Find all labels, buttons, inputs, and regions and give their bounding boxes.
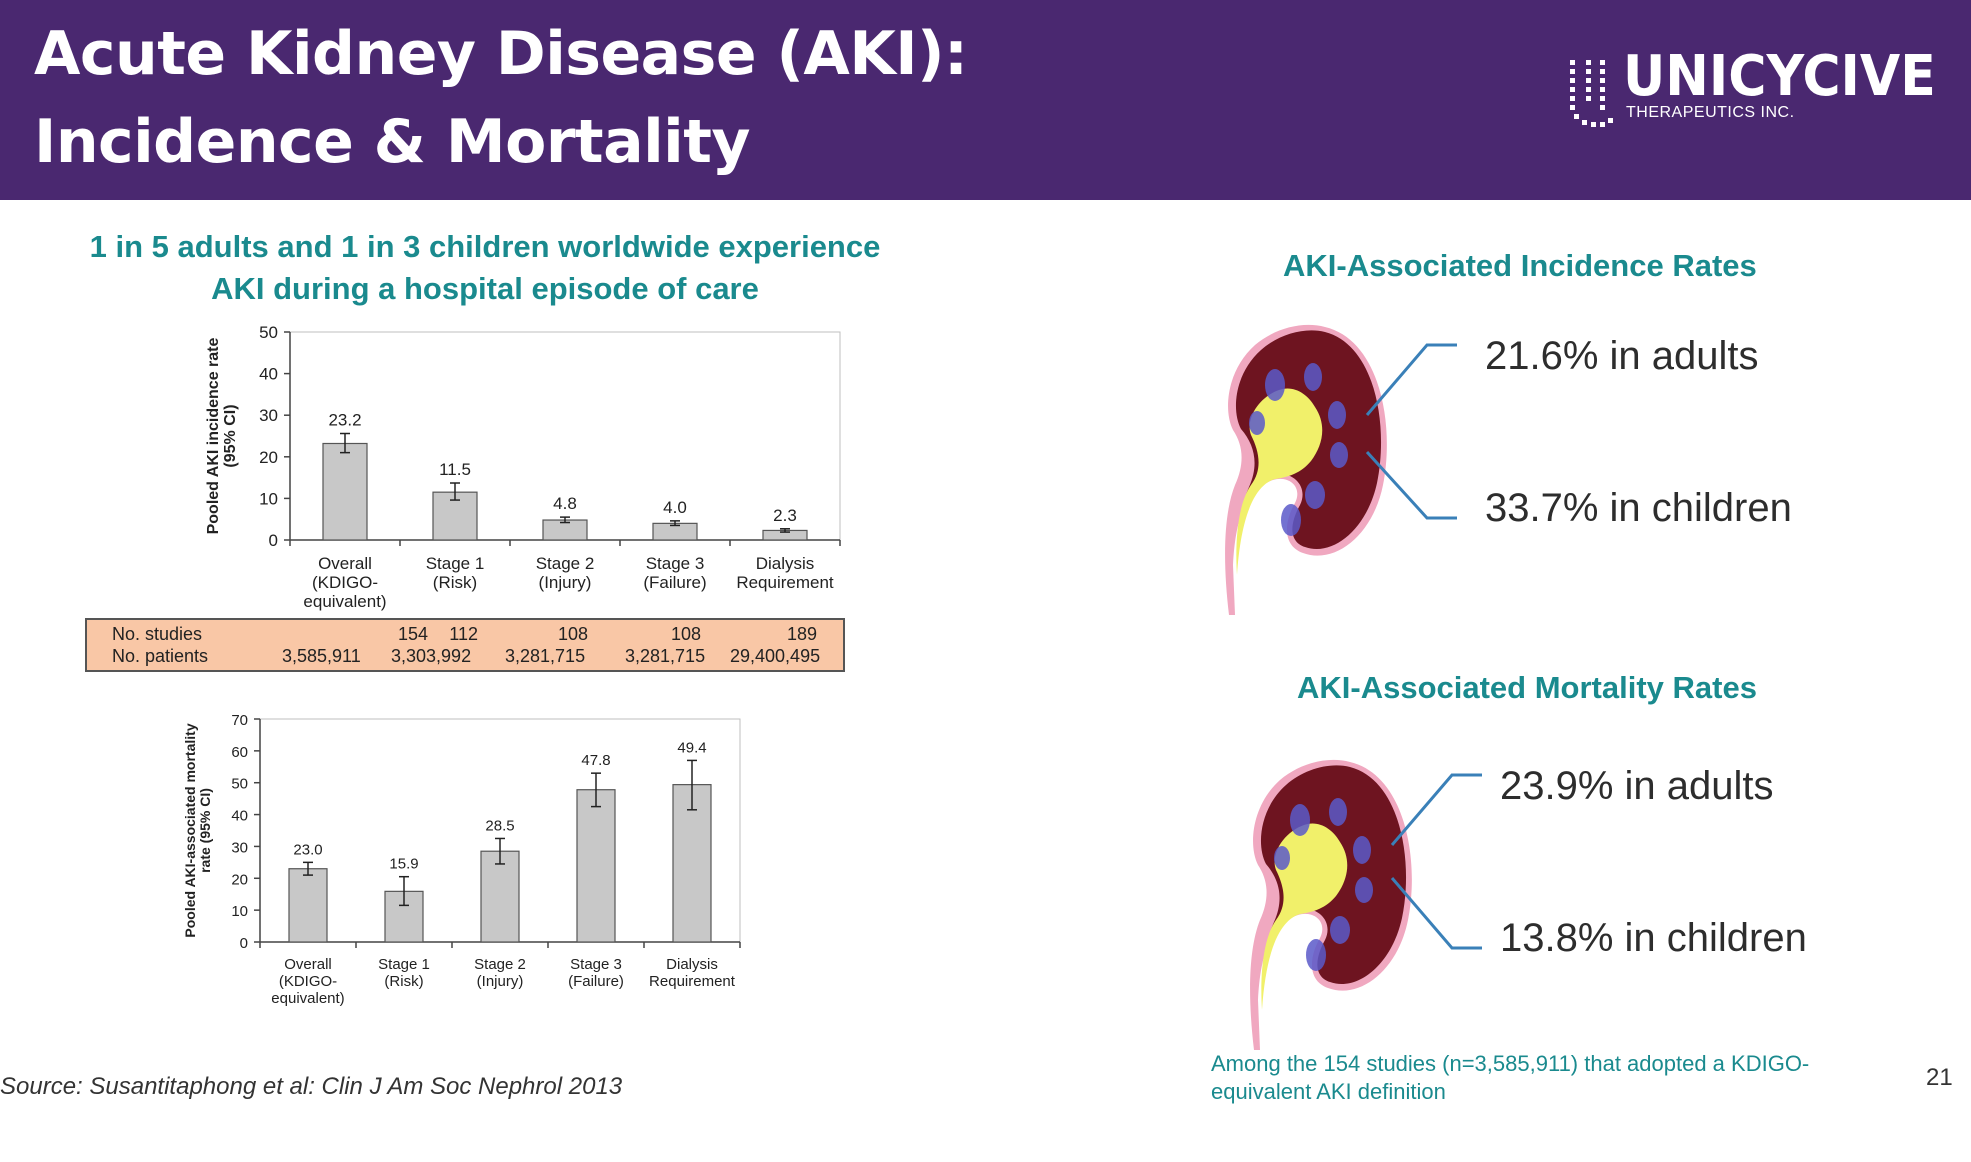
data-label: 23.2 [328, 411, 361, 430]
x-tick-label: Overall [284, 956, 332, 973]
x-tick-label: (Risk) [433, 573, 477, 592]
bar [576, 789, 616, 943]
y-tick-label: 10 [259, 489, 278, 508]
y-tick-label: 50 [231, 776, 248, 793]
data-label: 49.4 [677, 739, 706, 756]
incidence-children: 33.7% in children [1485, 486, 1792, 530]
mortality-title: AKI-Associated Mortality Rates [1297, 670, 1757, 705]
y-tick-label: 40 [231, 808, 248, 825]
studies-cell: 189 [786, 624, 817, 644]
x-tick-label: Stage 1 [378, 956, 430, 973]
y-tick-label: 30 [259, 406, 278, 425]
x-tick-label: Requirement [649, 973, 736, 990]
y-tick-label: 10 [231, 903, 248, 920]
x-tick-label: Overall [318, 554, 372, 573]
studies-cell: 108 [557, 624, 588, 644]
mortality-adults: 23.9% in adults [1500, 764, 1774, 808]
x-tick-label: Stage 2 [536, 554, 595, 573]
bar [480, 850, 520, 943]
patients-cell: 3,303,992 [391, 646, 472, 666]
x-tick-label: Requirement [736, 573, 834, 592]
x-tick-label: (Risk) [384, 973, 423, 990]
y-tick-label: 0 [240, 935, 248, 952]
data-label: 2.3 [773, 506, 797, 525]
kidney-icon [1225, 324, 1387, 615]
table-row: No. studies 154 112 108 108 189 [87, 624, 843, 646]
data-label: 4.8 [553, 494, 577, 513]
y-tick-label: 20 [231, 871, 248, 888]
x-tick-label: Stage 3 [570, 956, 622, 973]
y-tick-label: 20 [259, 448, 278, 467]
data-label: 11.5 [439, 460, 471, 479]
x-tick-label: (Failure) [643, 573, 706, 592]
x-tick-label: (Injury) [477, 973, 524, 990]
x-tick-label: Stage 3 [646, 554, 705, 573]
x-tick-label: (Injury) [539, 573, 592, 592]
x-tick-label: Dialysis [666, 956, 718, 973]
subtitle-line-1: 1 in 5 adults and 1 in 3 children worldw… [89, 229, 881, 264]
x-tick-label: (Failure) [568, 973, 624, 990]
patients-cell: 3,585,911 [282, 646, 361, 666]
data-label: 28.5 [485, 817, 514, 834]
incidence-title: AKI-Associated Incidence Rates [1283, 248, 1757, 283]
data-label: 4.0 [663, 498, 687, 517]
x-tick-label: Stage 1 [426, 554, 485, 573]
footnote: Among the 154 studies (n=3,585,911) that… [1211, 1051, 1810, 1104]
data-label: 23.0 [293, 841, 322, 858]
y-axis-label: Pooled AKI-associated mortalityrate (95%… [182, 723, 213, 937]
mortality-chart: 0 10 20 30 40 50 60 70 Pooled AKI-associated mor… [182, 712, 741, 1007]
subtitle-line-2: AKI during a hospital episode of care [211, 271, 759, 306]
y-axis-label-line: Pooled AKI-associated mortality [182, 723, 198, 937]
y-axis-label-line: (95% CI) [222, 404, 239, 467]
incidence-connectors [1365, 343, 1457, 520]
bar [288, 868, 328, 943]
studies-table: No. studies 154 112 108 108 189 No. pati… [85, 618, 845, 672]
x-tick-label: (KDIGO- [279, 973, 337, 990]
y-tick-label: 30 [231, 839, 248, 856]
x-tick-label: (KDIGO- [312, 573, 378, 592]
logo-subtitle: THERAPEUTICS INC. [1626, 104, 1795, 121]
y-tick-label: 40 [259, 365, 278, 384]
logo-name: UNICYCIVE [1623, 44, 1936, 109]
y-tick-label: 50 [259, 323, 278, 342]
data-label: 47.8 [581, 752, 610, 769]
data-label: 15.9 [389, 856, 418, 873]
page-title: Acute Kidney Disease (AKI): Incidence & … [34, 10, 968, 186]
y-axis-label-line: Pooled AKI incidence rate [205, 338, 222, 535]
table-row: No. patients 3,585,911 3,303,992 3,281,7… [87, 646, 843, 668]
bar [672, 784, 712, 943]
studies-cell: 108 [670, 624, 701, 644]
y-axis-label: Pooled AKI incidence rate(95% CI) [205, 338, 239, 535]
x-tick-label: equivalent) [271, 990, 344, 1007]
source-citation: Source: Susantitaphong et al: Clin J Am … [0, 1073, 623, 1100]
y-tick-label: 70 [231, 712, 248, 729]
kidney-icon [1250, 759, 1412, 1050]
x-tick-label: equivalent) [303, 592, 386, 611]
mortality-children: 13.8% in children [1500, 916, 1807, 960]
bar [322, 442, 368, 541]
x-tick-label: Stage 2 [474, 956, 526, 973]
patients-cell: 3,281,715 [505, 646, 586, 666]
y-tick-label: 60 [231, 744, 248, 761]
title-line-1: Acute Kidney Disease (AKI): [34, 19, 968, 89]
patients-cell: 29,400,495 [730, 646, 821, 666]
page-number: 21 [1926, 1064, 1953, 1091]
row-label-studies: No. studies [112, 624, 203, 644]
row-label-patients: No. patients [112, 646, 209, 666]
y-axis-label-line: rate (95% CI) [197, 788, 213, 873]
mortality-connectors [1390, 773, 1482, 950]
studies-cell: 154 [397, 624, 428, 644]
x-tick-label: Dialysis [756, 554, 815, 573]
y-tick-label: 0 [269, 531, 278, 550]
incidence-chart: 0 10 20 30 40 50 Pooled AKI incidence rate(95%… [205, 323, 841, 611]
logo-u-icon [1570, 60, 1613, 127]
studies-cell: 112 [449, 624, 478, 644]
patients-cell: 3,281,715 [625, 646, 706, 666]
header-band: Acute Kidney Disease (AKI): Incidence & … [0, 0, 1971, 200]
title-line-2: Incidence & Mortality [34, 107, 751, 177]
company-logo: UNICYCIVE THERAPEUTICS INC. [1566, 44, 1936, 130]
incidence-adults: 21.6% in adults [1485, 334, 1759, 378]
left-subtitle: 1 in 5 adults and 1 in 3 children worldw… [55, 226, 915, 310]
